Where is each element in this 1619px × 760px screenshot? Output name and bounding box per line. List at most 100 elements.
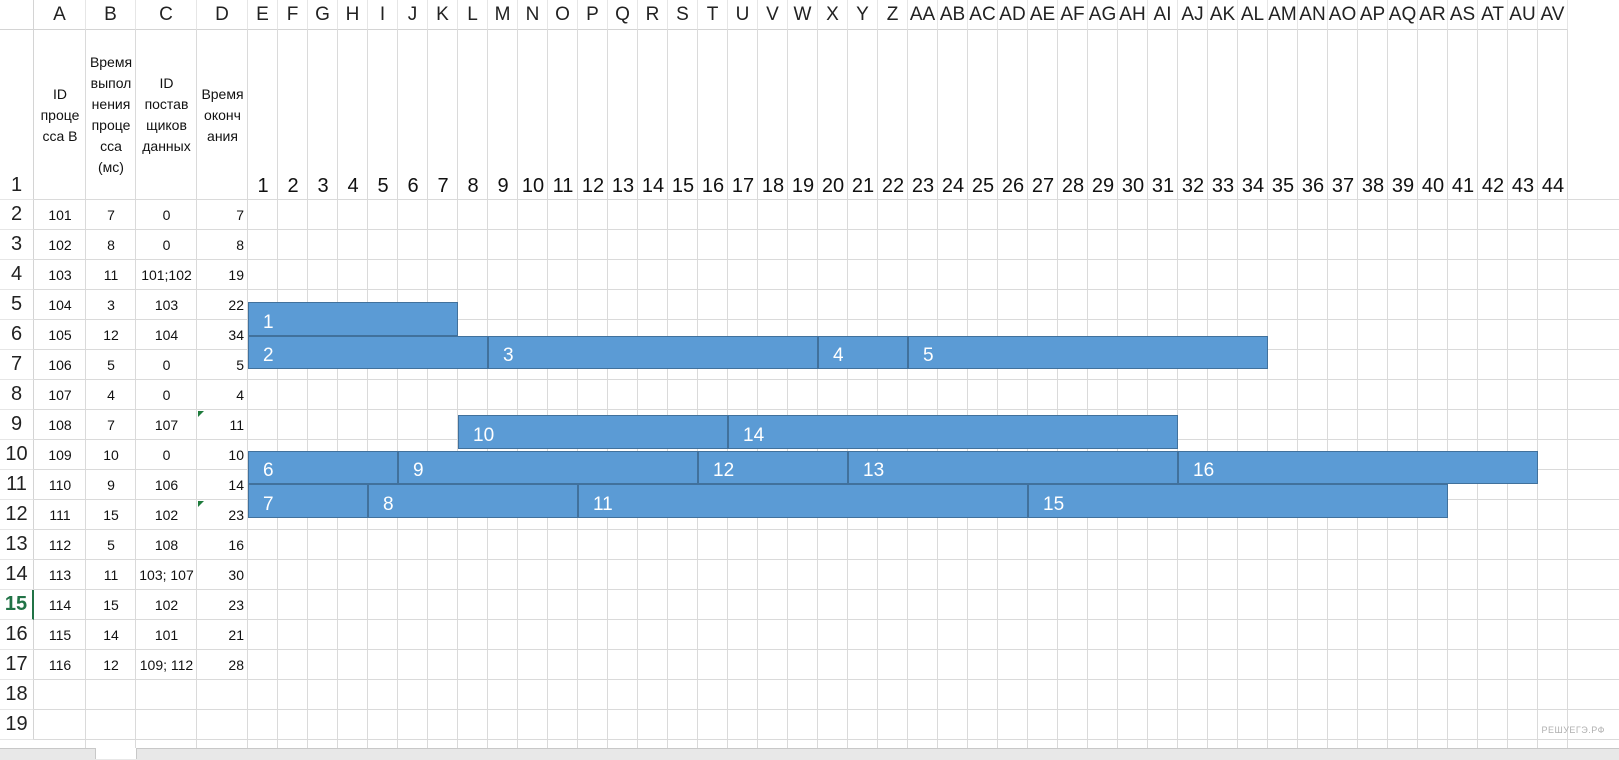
cell-a13[interactable]: 112 [48,537,72,553]
header-cell-b1[interactable]: Время выпол нения проце сса (мс) [89,54,133,175]
cell-b6[interactable]: 12 [103,327,119,343]
timeline-header-cell[interactable]: 13 [611,175,635,197]
cell-d11[interactable]: 14 [228,477,244,493]
cell-d13[interactable]: 16 [228,537,244,553]
column-header[interactable]: AM [1268,0,1298,30]
row-header[interactable]: 4 [0,260,34,290]
column-header[interactable]: S [668,0,698,30]
column-header[interactable]: X [818,0,848,30]
timeline-header-cell[interactable]: 5 [377,175,389,197]
column-header[interactable]: AT [1478,0,1508,30]
cell-a17[interactable]: 116 [48,657,72,673]
timeline-header-cell[interactable]: 6 [407,175,419,197]
cell-b8[interactable]: 4 [107,387,115,403]
cell-c8[interactable]: 0 [162,387,171,403]
header-cell-c1[interactable]: ID постав щиков данных [142,75,191,154]
cell-b12[interactable]: 15 [103,507,119,523]
cell-c9[interactable]: 107 [154,417,179,433]
gantt-bar[interactable]: 15 [1028,484,1448,518]
column-header[interactable]: AL [1238,0,1268,30]
gantt-bar[interactable]: 6 [248,451,398,484]
timeline-header-cell[interactable]: 1 [257,175,269,197]
cell-d6[interactable]: 34 [228,327,244,343]
cell-c16[interactable]: 101 [154,627,179,643]
cell-c3[interactable]: 0 [162,237,171,253]
column-header[interactable]: L [458,0,488,30]
cell-a15[interactable]: 114 [48,597,72,613]
row-header[interactable]: 11 [0,470,34,500]
gantt-bar[interactable]: 2 [248,336,488,369]
row-header[interactable]: 9 [0,410,34,440]
cell-a14[interactable]: 113 [48,567,72,583]
gantt-bar[interactable]: 1 [248,302,458,336]
timeline-header-cell[interactable]: 25 [971,175,995,197]
timeline-header-cell[interactable]: 20 [821,175,845,197]
cell-c6[interactable]: 104 [154,327,179,343]
column-header[interactable]: E [248,0,278,30]
timeline-header-cell[interactable]: 7 [437,175,449,197]
column-header[interactable]: AN [1298,0,1328,30]
cell-c2[interactable]: 0 [162,207,171,223]
gantt-bar[interactable]: 4 [818,336,908,369]
cell-c14[interactable]: 103; 107 [139,567,194,583]
column-header[interactable]: AA [908,0,938,30]
cell-d10[interactable]: 10 [228,447,244,463]
column-header[interactable]: AO [1328,0,1358,30]
gantt-bar[interactable]: 8 [368,484,578,518]
timeline-header-cell[interactable]: 24 [941,175,965,197]
cell-a9[interactable]: 108 [48,417,72,433]
cell-b14[interactable]: 11 [103,567,119,583]
cell-c15[interactable]: 102 [154,597,179,613]
timeline-header-cell[interactable]: 39 [1391,175,1415,197]
row-header[interactable]: 5 [0,290,34,320]
timeline-header-cell[interactable]: 2 [287,175,299,197]
column-header[interactable]: G [308,0,338,30]
cell-c11[interactable]: 106 [154,477,179,493]
column-header[interactable]: A [34,0,86,30]
column-header[interactable]: V [758,0,788,30]
timeline-header-cell[interactable]: 27 [1031,175,1055,197]
timeline-header-cell[interactable]: 18 [761,175,785,197]
row-header[interactable]: 1 [0,30,34,200]
gantt-bar[interactable]: 10 [458,415,728,449]
column-header[interactable]: B [86,0,136,30]
timeline-header-cell[interactable]: 22 [881,175,905,197]
cell-d5[interactable]: 22 [228,297,244,313]
cell-d16[interactable]: 21 [228,627,244,643]
cell-b15[interactable]: 15 [103,597,119,613]
cell-c12[interactable]: 102 [154,507,179,523]
timeline-header-cell[interactable]: 15 [671,175,695,197]
gantt-bar[interactable]: 14 [728,415,1178,449]
timeline-header-cell[interactable]: 10 [521,175,545,197]
timeline-header-cell[interactable]: 17 [731,175,755,197]
column-header[interactable]: J [398,0,428,30]
timeline-header-cell[interactable]: 23 [911,175,935,197]
column-header[interactable]: AD [998,0,1028,30]
column-header[interactable]: AR [1418,0,1448,30]
header-cell-d1[interactable]: Время оконч ания [201,85,244,144]
cell-d14[interactable]: 30 [228,567,244,583]
column-header[interactable]: AC [968,0,998,30]
timeline-header-cell[interactable]: 43 [1511,175,1535,197]
header-cell-a1[interactable]: ID проце сса В [40,85,80,144]
row-header[interactable]: 18 [0,680,34,710]
gantt-bar[interactable]: 5 [908,336,1268,369]
cell-a10[interactable]: 109 [48,447,72,463]
row-header[interactable]: 6 [0,320,34,350]
timeline-header-cell[interactable]: 44 [1541,175,1565,197]
column-header[interactable]: AK [1208,0,1238,30]
row-header[interactable]: 2 [0,200,34,230]
cell-b4[interactable]: 11 [103,267,119,283]
cell-a7[interactable]: 106 [48,357,72,373]
cell-b17[interactable]: 12 [103,657,119,673]
cell-d2[interactable]: 7 [236,207,244,223]
column-header[interactable]: AI [1148,0,1178,30]
row-header[interactable]: 16 [0,620,34,650]
column-header[interactable]: AH [1118,0,1148,30]
timeline-header-cell[interactable]: 31 [1151,175,1175,197]
column-header[interactable]: P [578,0,608,30]
timeline-header-cell[interactable]: 16 [701,175,725,197]
row-header[interactable]: 17 [0,650,34,680]
column-header[interactable]: W [788,0,818,30]
cell-b7[interactable]: 5 [107,357,115,373]
